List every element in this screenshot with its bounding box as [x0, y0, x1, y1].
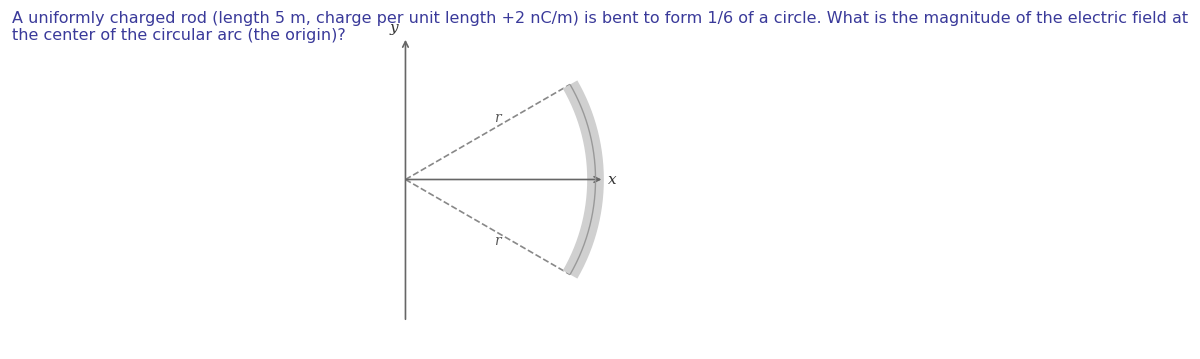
Text: x: x	[608, 173, 617, 186]
Text: r: r	[494, 111, 500, 125]
Text: A uniformly charged rod (length 5 m, charge per unit length +2 nC/m) is bent to : A uniformly charged rod (length 5 m, cha…	[12, 11, 1188, 43]
Text: y: y	[389, 21, 398, 35]
Text: r: r	[494, 234, 500, 248]
